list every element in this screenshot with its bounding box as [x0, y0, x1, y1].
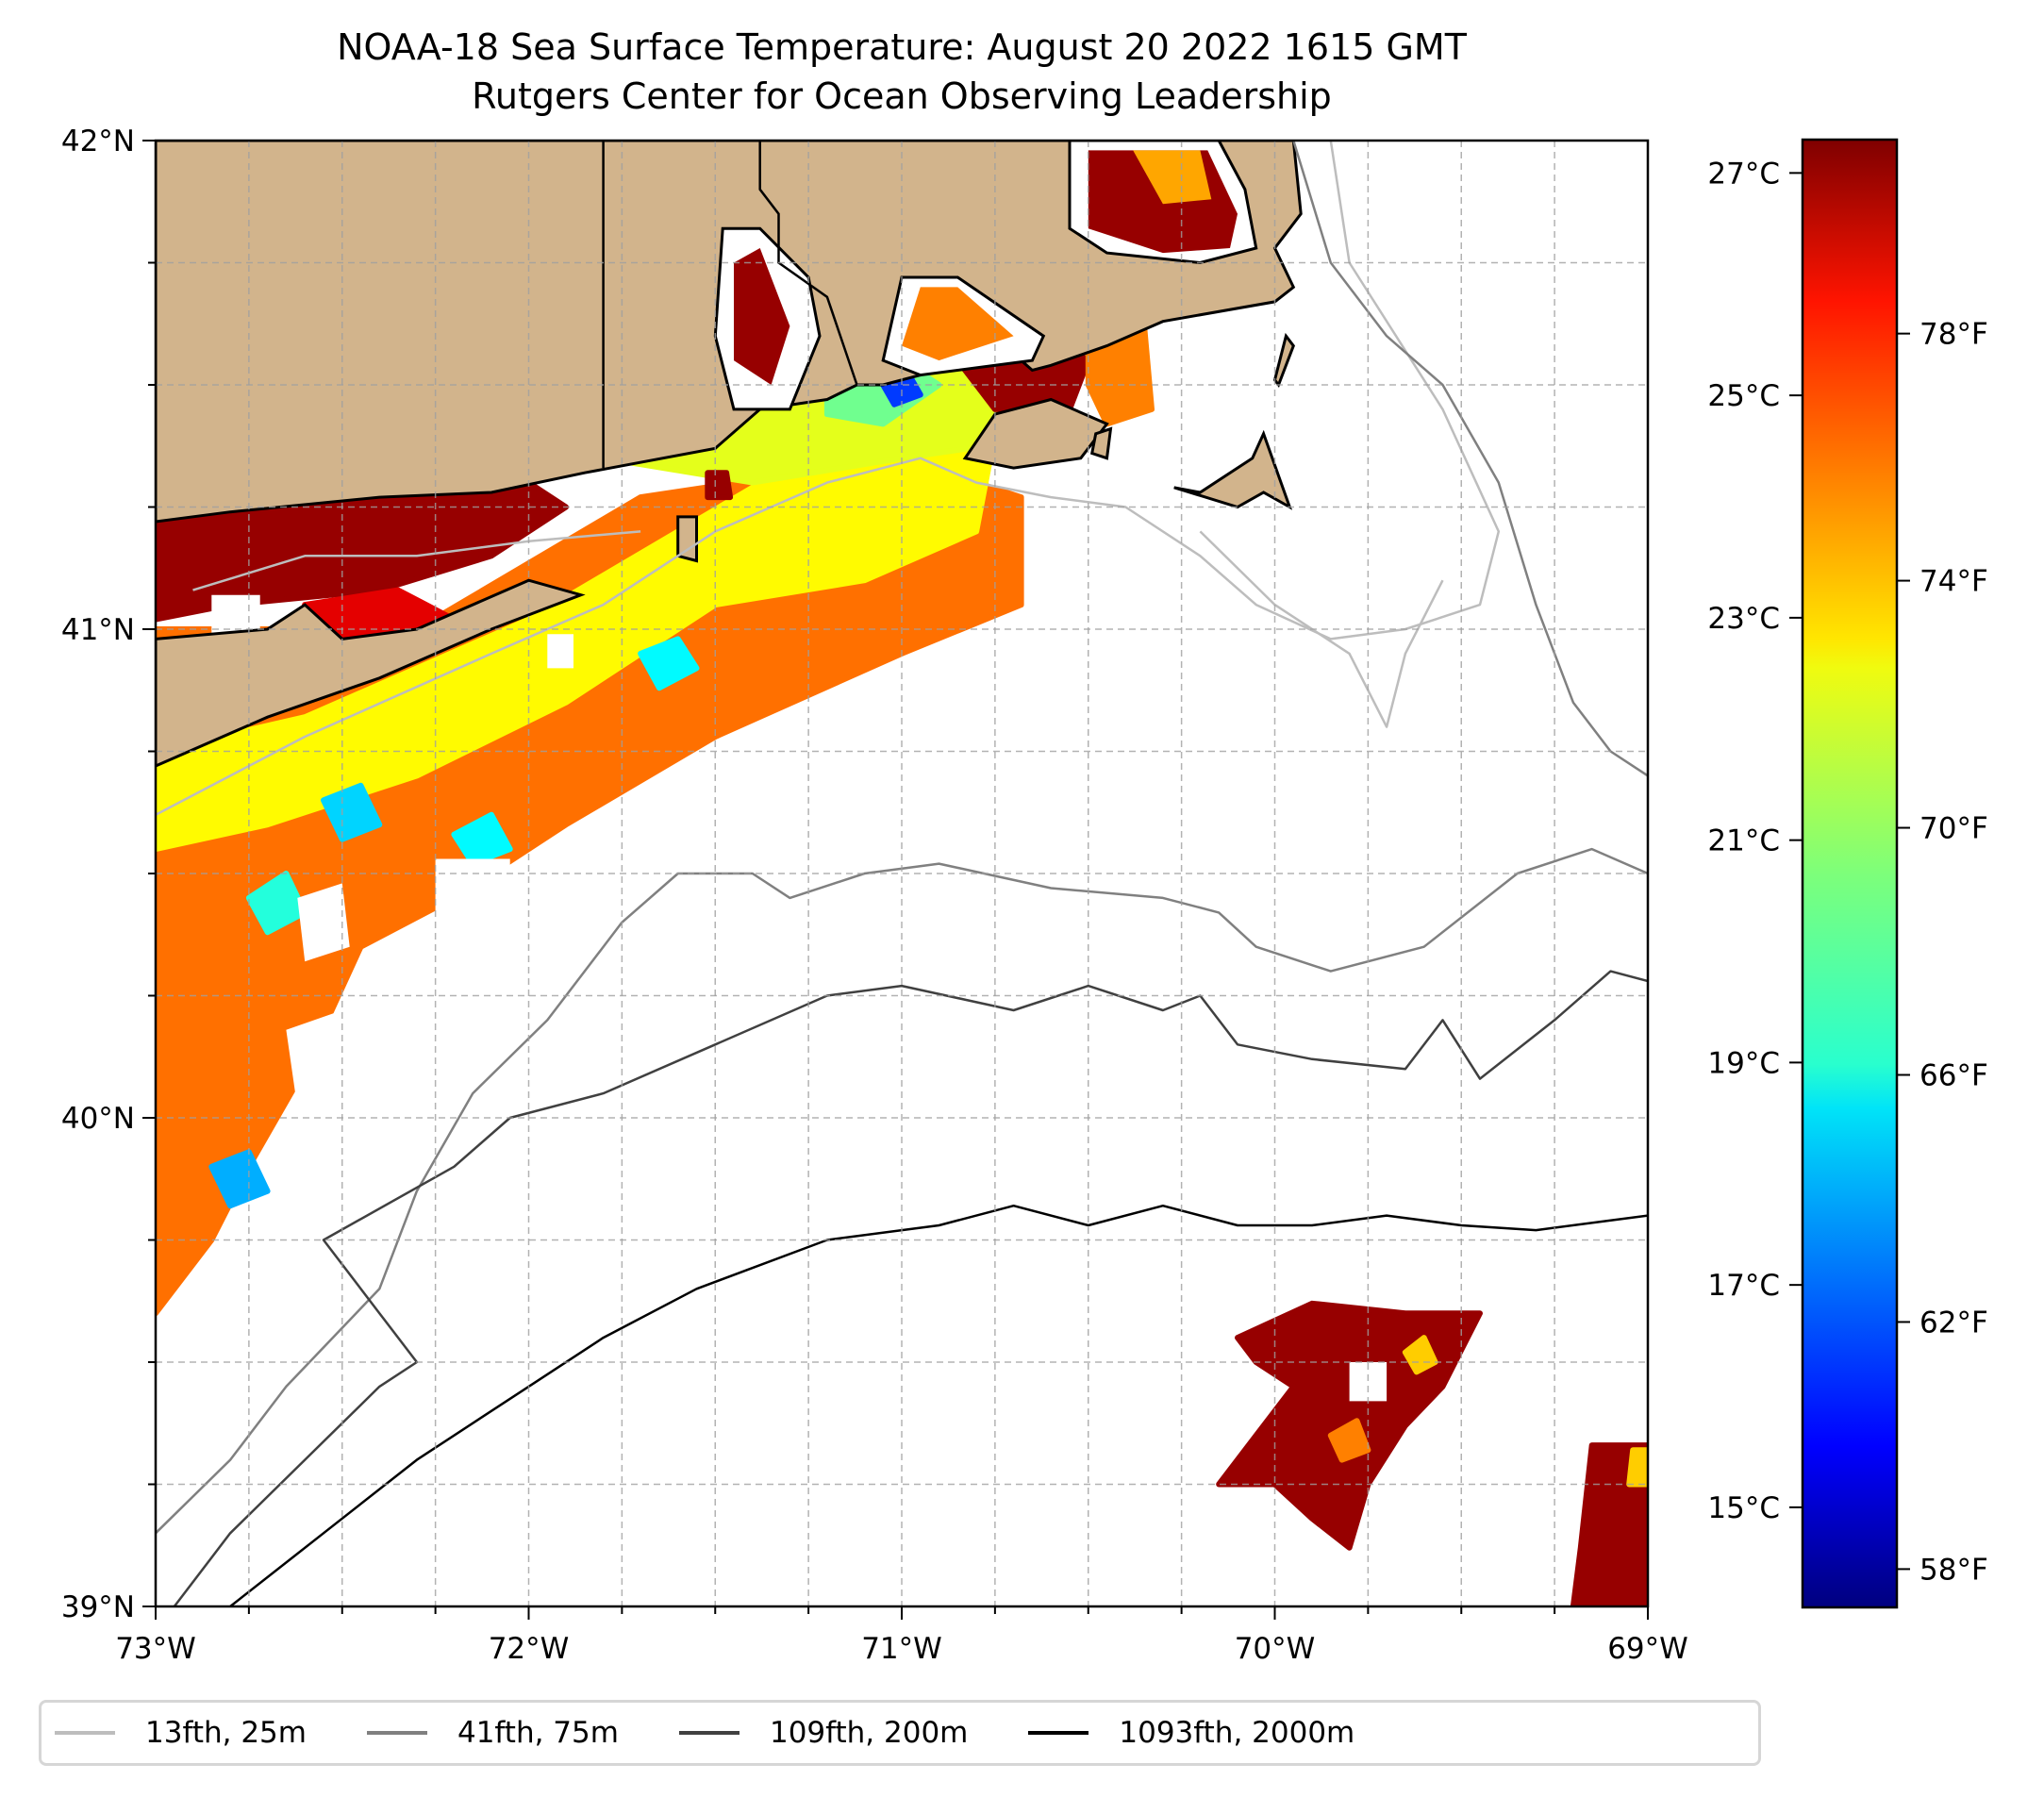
gridlines — [156, 141, 1648, 1606]
legend-label: 41fth, 75m — [457, 1716, 619, 1750]
x-tick-label: 69°W — [1607, 1632, 1688, 1666]
sst-patch — [734, 248, 790, 385]
colorbar-c-label: 23°C — [1707, 602, 1780, 636]
state-border-ri-ma — [758, 141, 858, 386]
legend-label: 1093fth, 2000m — [1119, 1716, 1355, 1750]
y-tick-label: 39°N — [61, 1590, 135, 1624]
colorbar-c-label: 27°C — [1707, 157, 1780, 191]
legend-item-75m: 41fth, 75m — [366, 1716, 619, 1750]
y-axis: 39°N 40°N 41°N 42°N — [61, 125, 156, 1624]
x-tick-label: 71°W — [861, 1632, 942, 1666]
legend-item-25m: 13fth, 25m — [55, 1716, 307, 1750]
colorbar-f-label: 78°F — [1919, 318, 1988, 352]
sst-map: 73°W 72°W 71°W 70°W 69°W 39°N 40°N 41°N 42°N 15… — [61, 125, 1988, 1666]
sst-patch — [451, 811, 513, 867]
colorbar-c-label: 15°C — [1707, 1491, 1780, 1525]
legend-label: 13fth, 25m — [145, 1716, 307, 1750]
sst-patch — [1133, 150, 1212, 205]
data-gap — [547, 634, 573, 669]
colorbar-c-label: 25°C — [1707, 379, 1780, 413]
sst-patch — [902, 287, 1014, 361]
isobath-75m — [1292, 141, 1648, 777]
legend-swatch-25m — [55, 1731, 115, 1735]
legend-label: 109fth, 200m — [769, 1716, 969, 1750]
data-gap — [286, 1010, 350, 1108]
legend-swatch-75m — [366, 1731, 427, 1735]
colorbar-f-label: 70°F — [1919, 812, 1988, 846]
sst-patch — [321, 782, 383, 842]
chart-subtitle: Rutgers Center for Ocean Observing Leade… — [472, 75, 1332, 117]
colorbar-celsius-ticks: 15°C 17°C 19°C 21°C 23°C 25°C 27°C — [1707, 157, 1803, 1525]
data-gap — [1349, 1362, 1388, 1402]
colorbar-c-label: 19°C — [1707, 1046, 1780, 1080]
colorbar-f-label: 62°F — [1919, 1306, 1988, 1339]
sst-patch — [1327, 1418, 1371, 1463]
chart-title: NOAA-18 Sea Surface Temperature: August … — [337, 26, 1467, 68]
sst-patch — [1626, 1447, 1648, 1488]
y-tick-label: 40°N — [61, 1102, 135, 1136]
data-gap — [435, 858, 510, 947]
legend: 13fth, 25m 41fth, 75m 109fth, 200m 1093f… — [39, 1700, 1761, 1766]
colorbar-fahrenheit-ticks: 58°F 62°F 66°F 70°F 74°F 78°F — [1897, 318, 1988, 1587]
data-gap — [211, 594, 260, 640]
land-block-island — [676, 515, 698, 563]
legend-swatch-200m — [678, 1731, 739, 1735]
colorbar-f-label: 58°F — [1919, 1553, 1988, 1587]
x-axis: 73°W 72°W 71°W 70°W 69°W — [115, 1606, 1688, 1666]
colorbar-c-label: 21°C — [1707, 824, 1780, 858]
sst-patch — [208, 1149, 271, 1209]
x-tick-label: 70°W — [1235, 1632, 1316, 1666]
colorbar-gradient — [1801, 138, 1899, 1609]
colorbar-f-label: 74°F — [1919, 565, 1988, 599]
sst-patch — [638, 636, 700, 691]
legend-item-2000m: 1093fth, 2000m — [1028, 1716, 1354, 1750]
x-tick-label: 73°W — [115, 1632, 196, 1666]
data-gap — [297, 883, 350, 962]
y-tick-label: 41°N — [61, 613, 135, 647]
isobath-25m — [192, 530, 641, 591]
colorbar-f-label: 66°F — [1919, 1058, 1988, 1092]
y-tick-label: 42°N — [61, 125, 135, 158]
isobath-2000m — [229, 1204, 1648, 1606]
legend-swatch-2000m — [1028, 1731, 1089, 1735]
isobath-25m — [156, 141, 1501, 816]
colorbar-c-label: 17°C — [1707, 1269, 1780, 1303]
land-islet — [1089, 426, 1113, 460]
land-nantucket — [1173, 429, 1293, 510]
x-tick-label: 72°W — [489, 1632, 570, 1666]
legend-item-200m: 109fth, 200m — [678, 1716, 969, 1750]
sst-patch — [705, 470, 734, 501]
land-layer — [156, 141, 1303, 768]
colorbar — [1801, 138, 1899, 1609]
